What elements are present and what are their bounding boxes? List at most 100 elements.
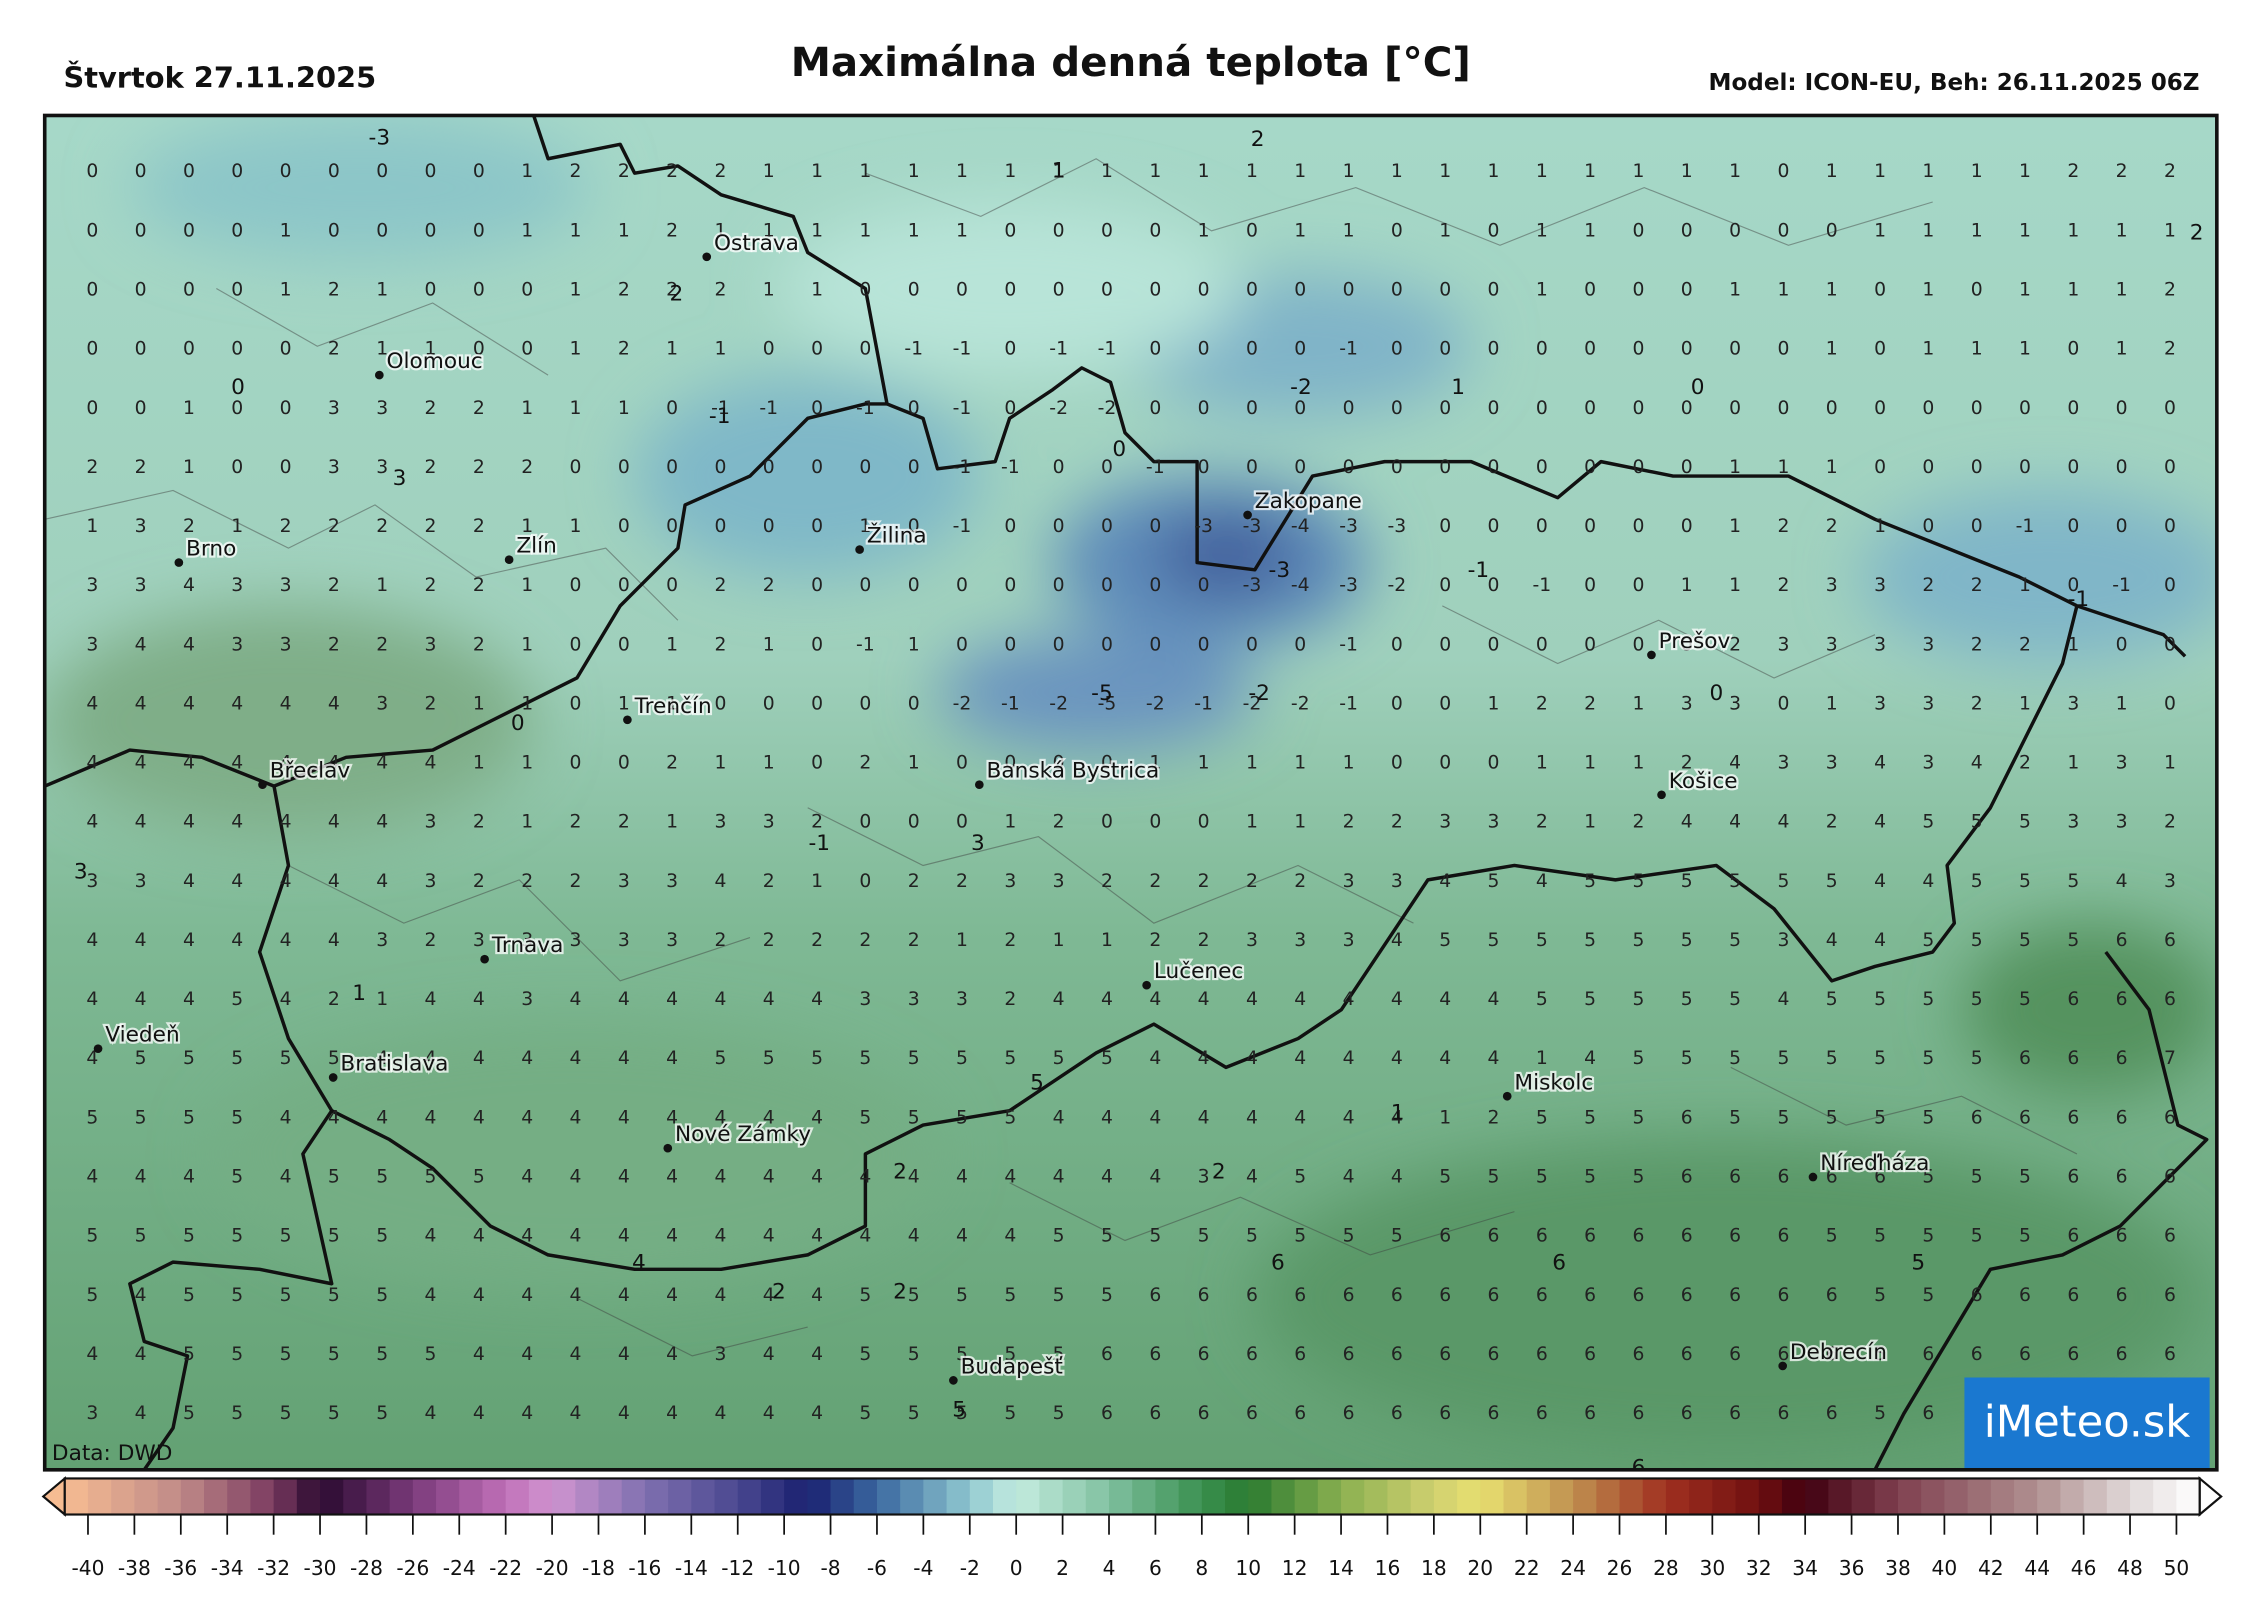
grid-value: 4	[1874, 871, 1886, 892]
city-label: Debrecín	[1790, 1340, 1887, 1365]
grid-value: 1	[1729, 516, 1741, 537]
contour-label: 2	[772, 1279, 786, 1304]
grid-value: 3	[908, 989, 920, 1010]
grid-value: 1	[1343, 753, 1355, 774]
grid-value: 0	[811, 634, 823, 655]
grid-value: 0	[1149, 516, 1161, 537]
grid-value: 0	[1246, 220, 1258, 241]
grid-value: 3	[280, 575, 292, 596]
grid-value: 5	[1632, 989, 1644, 1010]
colorbar-tick-label: 16	[1375, 1556, 1401, 1580]
city-dot	[328, 1073, 338, 1082]
grid-value: 1	[1246, 161, 1258, 182]
grid-value: 1	[376, 575, 388, 596]
colorbar-cell	[2083, 1478, 2108, 1515]
colorbar-tick-label: 20	[1467, 1556, 1493, 1580]
grid-value: 2	[714, 634, 726, 655]
region-borders	[44, 158, 2078, 1357]
grid-value: 4	[1874, 753, 1886, 774]
grid-value: 6	[1922, 1344, 1934, 1365]
grid-value: 5	[1536, 1107, 1548, 1128]
grid-value: 1	[1294, 220, 1306, 241]
grid-value: 1	[811, 220, 823, 241]
contour-label: 0	[1709, 681, 1723, 706]
grid-value: 0	[2116, 634, 2128, 655]
grid-value: 4	[425, 1226, 437, 1247]
grid-value: 3	[425, 812, 437, 833]
grid-value: 0	[135, 398, 147, 419]
grid-value: 6	[1874, 1167, 1886, 1188]
grid-value: 5	[1874, 1285, 1886, 1306]
grid-value: 5	[1584, 871, 1596, 892]
grid-value: 0	[1101, 634, 1113, 655]
colorbar-cell	[1642, 1478, 1667, 1515]
grid-value: 3	[376, 693, 388, 714]
grid-value: 0	[135, 279, 147, 300]
colorbar-tick-label: 0	[1010, 1556, 1023, 1580]
colorbar-cell	[1364, 1478, 1388, 1515]
grid-value: 5	[2067, 871, 2079, 892]
colorbar-cell	[1921, 1478, 1945, 1515]
grid-value: 4	[811, 1226, 823, 1247]
logo: iMeteo.sk	[1984, 1398, 2191, 1448]
grid-value: 5	[1681, 1048, 1693, 1069]
colorbar-cell	[1596, 1478, 1620, 1515]
colorbar-cell	[2037, 1478, 2061, 1515]
contour-label: 0	[231, 375, 245, 400]
colorbar-tick-label: 18	[1421, 1556, 1447, 1580]
grid-value: 5	[231, 1107, 243, 1128]
colorbar-cell	[1387, 1478, 1412, 1515]
grid-value: 4	[1343, 1048, 1355, 1069]
grid-value: 6	[2164, 1226, 2176, 1247]
grid-value: 5	[956, 1403, 968, 1424]
grid-value: -4	[1291, 516, 1310, 537]
grid-value: 5	[1101, 1048, 1113, 1069]
colorbar-tick-label: 10	[1235, 1556, 1261, 1580]
grid-value: 4	[1874, 812, 1886, 833]
grid-value: 2	[618, 161, 630, 182]
grid-value: 3	[1439, 812, 1451, 833]
grid-value: 0	[1101, 516, 1113, 537]
grid-value: 2	[1777, 575, 1789, 596]
grid-value: 0	[1681, 516, 1693, 537]
grid-value: 4	[666, 1107, 678, 1128]
grid-value: 0	[1584, 339, 1596, 360]
grid-value: 0	[1729, 339, 1741, 360]
city-dot	[93, 1044, 103, 1053]
grid-value: 4	[135, 753, 147, 774]
grid-value: 1	[1246, 812, 1258, 833]
grid-value: 1	[1922, 339, 1934, 360]
city-dot	[258, 780, 267, 790]
grid-value: 2	[328, 339, 340, 360]
grid-value: 2	[2019, 634, 2031, 655]
grid-value: 0	[1777, 693, 1789, 714]
colorbar-tick-label: 24	[1560, 1556, 1586, 1580]
grid-value: 2	[1149, 930, 1161, 951]
grid-value: 3	[1777, 634, 1789, 655]
grid-value: 1	[1149, 753, 1161, 774]
grid-value: 4	[376, 812, 388, 833]
grid-value: 6	[1246, 1403, 1258, 1424]
grid-value: 0	[666, 575, 678, 596]
grid-value: 0	[1536, 339, 1548, 360]
grid-value: 1	[1536, 161, 1548, 182]
grid-value: 4	[86, 989, 98, 1010]
grid-value: 6	[1826, 1403, 1838, 1424]
grid-value: -4	[1291, 575, 1310, 596]
grid-value: 2	[473, 871, 485, 892]
grid-value: 2	[425, 575, 437, 596]
colorbar-tick-label: -18	[582, 1556, 615, 1580]
contour-label: 2	[893, 1160, 907, 1185]
grid-value: 2	[714, 161, 726, 182]
grid-value: 5	[1922, 1048, 1934, 1069]
grid-value: 1	[1729, 279, 1741, 300]
colorbar-cell	[1085, 1478, 1110, 1515]
grid-value: 6	[1488, 1403, 1500, 1424]
grid-value: 1	[1971, 220, 1983, 241]
grid-value: -1	[1098, 339, 1117, 360]
grid-value: 1	[2116, 220, 2128, 241]
grid-value: 4	[714, 871, 726, 892]
colorbar-cell	[1851, 1478, 1876, 1515]
grid-value: 0	[425, 220, 437, 241]
grid-value: 4	[328, 812, 340, 833]
